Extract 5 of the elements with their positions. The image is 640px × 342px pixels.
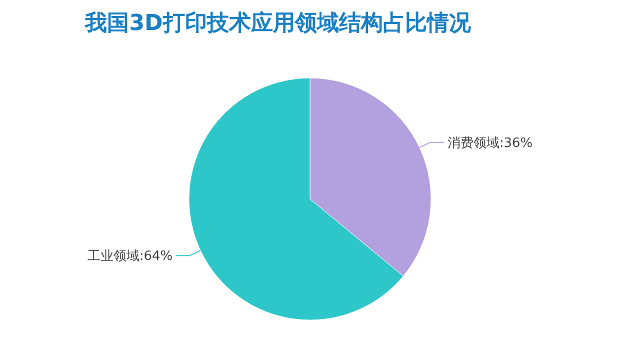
slice-label: 消费领域 (447, 136, 500, 151)
chart-title: 我国3D打印技术应用领域结构占比情况 (84, 10, 472, 36)
slice-label: 工业领域 (87, 249, 140, 264)
data-label: :36% (499, 136, 533, 151)
data-label: :64% (139, 249, 173, 264)
